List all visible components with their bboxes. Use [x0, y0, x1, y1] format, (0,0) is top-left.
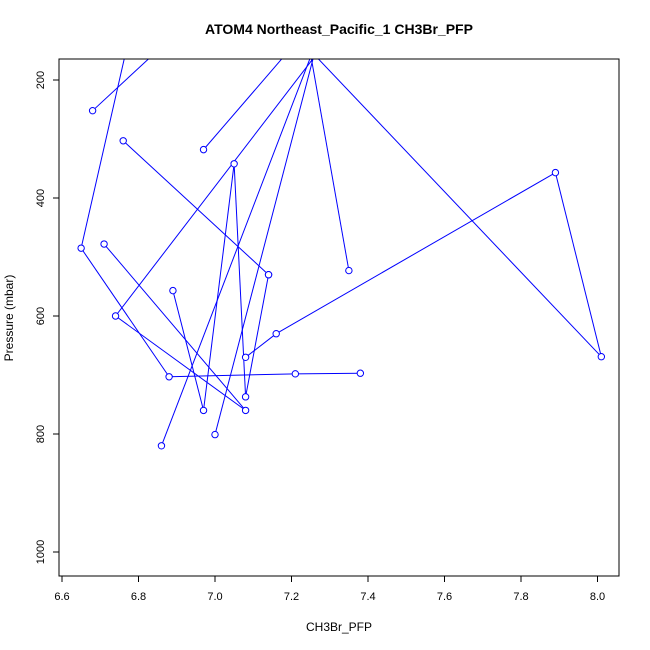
x-tick-label: 7.8	[513, 591, 528, 603]
series-segment	[122, 140, 269, 276]
y-tick-label: 600	[35, 307, 47, 325]
data-point	[211, 430, 219, 439]
y-axis-label: Pressure (mbar)	[2, 275, 16, 362]
data-point	[241, 406, 250, 415]
data-point	[597, 353, 606, 361]
data-point	[241, 393, 250, 401]
data-point	[119, 137, 127, 145]
x-tick-label: 7.0	[207, 591, 222, 603]
x-tick-label: 6.6	[54, 591, 69, 603]
data-point	[111, 312, 120, 320]
series-segment	[554, 172, 602, 357]
data-point	[169, 286, 177, 295]
data-point	[356, 369, 365, 377]
x-axis: 6.6 6.8 7.0 7.2 7.4 7.6 7.8 8.0	[54, 576, 605, 603]
data-point	[230, 160, 238, 168]
series-segment	[203, 59, 283, 150]
series-segment	[92, 59, 150, 112]
series-segment	[275, 172, 556, 335]
data-point	[88, 106, 97, 115]
series-segment	[115, 315, 246, 411]
series-segment	[245, 274, 270, 397]
series-segment	[80, 59, 125, 249]
x-tick-label: 7.2	[284, 591, 299, 603]
data-point	[291, 370, 300, 378]
series-segment	[295, 372, 361, 375]
data-point	[199, 145, 208, 154]
data-point	[264, 271, 273, 279]
series-segment	[245, 333, 277, 358]
x-tick-label: 8.0	[590, 591, 605, 603]
series-segment	[103, 243, 246, 411]
data-point	[551, 168, 560, 177]
series-segment	[203, 163, 235, 411]
x-tick-label: 6.8	[131, 591, 146, 603]
data-point	[345, 266, 353, 275]
series-segment	[80, 247, 170, 378]
plot-frame	[58, 58, 620, 577]
series-segment	[115, 59, 314, 317]
data-point	[272, 330, 280, 338]
data-point	[77, 244, 85, 252]
data-point	[165, 373, 173, 381]
data-point	[100, 240, 108, 248]
series-segment	[172, 290, 205, 411]
series-segment	[214, 59, 314, 435]
data-point	[157, 442, 166, 450]
series-segment	[169, 373, 296, 378]
series-segment	[310, 59, 350, 271]
y-tick-label: 400	[35, 189, 47, 207]
chart-title: ATOM4 Northeast_Pacific_1 CH3Br_PFP	[205, 21, 473, 37]
series-segment	[317, 59, 602, 358]
x-axis-label: CH3Br_PFP	[306, 620, 372, 634]
x-tick-label: 7.6	[437, 591, 452, 603]
y-tick-label: 1000	[35, 540, 47, 564]
y-axis: 200 400 600 800 1000	[35, 71, 59, 564]
data-point	[199, 406, 208, 415]
y-tick-label: 200	[35, 71, 47, 89]
x-tick-label: 7.4	[360, 591, 375, 603]
y-tick-label: 800	[35, 425, 47, 443]
series-segment	[160, 59, 311, 446]
marker-layer	[77, 106, 606, 450]
data-point	[241, 353, 250, 361]
